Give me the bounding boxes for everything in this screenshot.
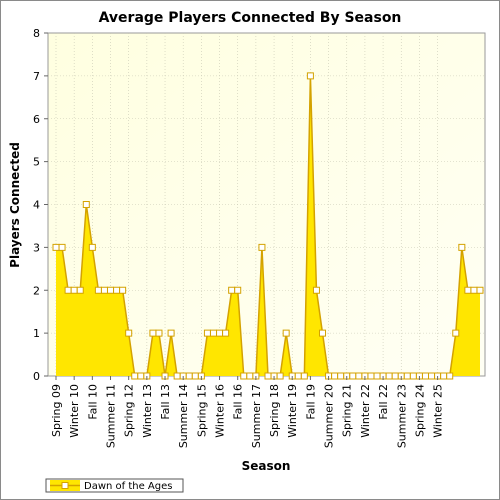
- data-point: [185, 372, 193, 380]
- data-point: [64, 286, 72, 294]
- y-tick-label: 6: [33, 113, 40, 126]
- x-tick-label: Spring 18: [268, 384, 281, 437]
- data-point: [52, 243, 60, 251]
- data-point: [240, 372, 248, 380]
- data-point: [331, 372, 339, 380]
- data-point: [131, 372, 139, 380]
- y-axis-title: Players Connected: [8, 142, 22, 268]
- x-tick-label: Spring 12: [123, 384, 136, 437]
- x-tick-label: Spring 24: [413, 384, 426, 437]
- x-tick-label: Winter 16: [214, 384, 227, 438]
- chart-title: Average Players Connected By Season: [99, 10, 402, 26]
- data-point: [234, 286, 242, 294]
- data-point: [421, 372, 429, 380]
- data-point: [276, 372, 284, 380]
- data-point: [428, 372, 436, 380]
- data-point: [476, 286, 484, 294]
- data-point: [88, 243, 96, 251]
- x-tick-label: Fall 22: [377, 384, 390, 420]
- data-point: [440, 372, 448, 380]
- x-tick-label: Summer 11: [105, 384, 118, 448]
- x-tick-label: Summer 14: [177, 384, 190, 448]
- data-point: [373, 372, 381, 380]
- x-tick-label: Winter 13: [141, 384, 154, 438]
- data-point: [300, 372, 308, 380]
- series-area-fill: [56, 75, 480, 376]
- x-tick-label: Fall 16: [232, 384, 245, 420]
- data-point: [203, 329, 211, 337]
- legend-label: Dawn of the Ages: [84, 481, 172, 492]
- x-tick-label: Spring 21: [341, 384, 354, 437]
- data-point: [173, 372, 181, 380]
- x-tick-label: Fall 19: [304, 384, 317, 420]
- data-point: [125, 329, 133, 337]
- data-point: [216, 329, 224, 337]
- y-tick-label: 5: [33, 156, 40, 169]
- data-point: [155, 329, 163, 337]
- data-point: [349, 372, 357, 380]
- data-point: [113, 286, 121, 294]
- legend-box: [45, 478, 184, 493]
- y-tick-label: 8: [33, 27, 40, 40]
- x-tick-label: Summer 20: [323, 384, 336, 448]
- x-tick-label: Summer 23: [395, 384, 408, 448]
- data-point: [282, 329, 290, 337]
- x-tick-label: Winter 19: [286, 384, 299, 438]
- data-point: [76, 286, 84, 294]
- data-point: [464, 286, 472, 294]
- data-point: [312, 286, 320, 294]
- data-point: [70, 286, 78, 294]
- data-point: [58, 243, 66, 251]
- data-point: [452, 329, 460, 337]
- data-point: [149, 329, 157, 337]
- y-tick-label: 3: [33, 241, 40, 254]
- y-axis-ticks: 0 1 2 3 4 5 6 7 8: [33, 27, 48, 383]
- x-tick-label: Fall 13: [159, 384, 172, 420]
- x-tick-label: Summer 17: [250, 384, 263, 448]
- data-point: [119, 286, 127, 294]
- data-point: [100, 286, 108, 294]
- data-point: [228, 286, 236, 294]
- x-tick-label: Winter 22: [359, 384, 372, 438]
- data-point: [294, 372, 302, 380]
- y-tick-label: 1: [33, 327, 40, 340]
- data-point: [391, 372, 399, 380]
- data-point: [446, 372, 454, 380]
- data-point: [107, 286, 115, 294]
- data-point: [470, 286, 478, 294]
- legend: Dawn of the Ages: [45, 478, 184, 493]
- data-point: [94, 286, 102, 294]
- data-point: [246, 372, 254, 380]
- x-axis-title: Season: [242, 459, 291, 473]
- x-axis-ticks: Spring 09 Winter 10 Fall 10 Summer 11 Spring…: [50, 376, 445, 448]
- data-point: [403, 372, 411, 380]
- data-point: [319, 329, 327, 337]
- x-tick-label: Winter 25: [432, 384, 445, 438]
- data-point: [137, 372, 145, 380]
- data-point: [306, 72, 314, 80]
- y-tick-label: 0: [33, 370, 40, 383]
- data-point: [82, 201, 90, 208]
- data-point: [167, 329, 175, 337]
- x-tick-label: Fall 10: [86, 384, 99, 420]
- y-tick-label: 2: [33, 284, 40, 297]
- data-point: [222, 329, 230, 337]
- x-tick-label: Spring 09: [50, 384, 63, 437]
- data-point: [258, 243, 266, 251]
- y-tick-label: 7: [33, 70, 40, 83]
- data-point: [367, 372, 375, 380]
- data-point: [264, 372, 272, 380]
- data-point: [409, 372, 417, 380]
- data-point: [458, 243, 466, 251]
- x-tick-label: Winter 10: [68, 384, 81, 438]
- y-tick-label: 4: [33, 199, 40, 212]
- data-point: [209, 329, 217, 337]
- x-tick-label: Spring 15: [195, 384, 208, 437]
- data-point: [385, 372, 393, 380]
- data-point: [337, 372, 345, 380]
- legend-marker: [61, 482, 69, 489]
- data-point: [355, 372, 363, 380]
- data-point: [191, 372, 199, 380]
